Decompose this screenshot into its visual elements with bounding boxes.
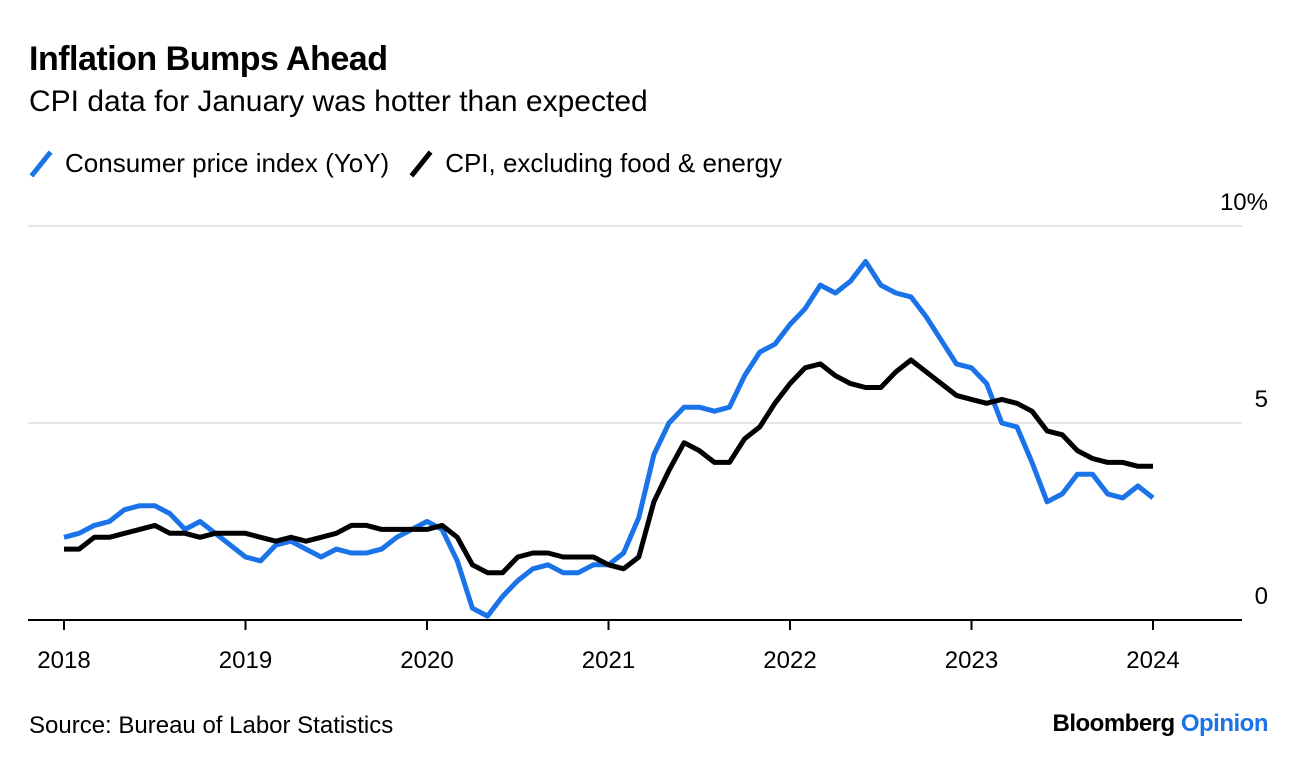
brand-logo: Bloomberg Opinion <box>1053 710 1269 738</box>
legend-label-cpi: Consumer price index (YoY) <box>65 148 390 178</box>
x-tick-label-2024: 2024 <box>1126 647 1179 674</box>
x-tick-label-2021: 2021 <box>582 647 635 674</box>
legend-item-core-cpi: CPI, excluding food & energy <box>409 148 782 179</box>
x-tick-label-2022: 2022 <box>763 647 816 674</box>
brand-sub: Opinion <box>1180 710 1269 737</box>
source-note: Source: Bureau of Labor Statistics <box>29 712 394 739</box>
series-line-core-cpi <box>64 357 1153 576</box>
x-tick-label-2020: 2020 <box>400 647 453 674</box>
legend-swatch-core-cpi-icon <box>409 149 433 178</box>
legend-swatch-cpi-icon <box>29 149 53 178</box>
y-tick-label-0: 0 <box>1255 583 1268 610</box>
y-tick-label-5: 5 <box>1255 386 1268 413</box>
chart-title: Inflation Bumps Ahead <box>29 40 388 78</box>
x-tick-label-2019: 2019 <box>219 647 272 674</box>
x-tick-label-2023: 2023 <box>945 647 998 674</box>
legend-item-cpi: Consumer price index (YoY) <box>29 148 389 179</box>
y-tick-label-10: 10% <box>1220 189 1268 216</box>
legend-label-core-cpi: CPI, excluding food & energy <box>445 148 782 178</box>
legend: Consumer price index (YoY) CPI, excludin… <box>29 148 802 179</box>
x-tick-label-2018: 2018 <box>37 647 90 674</box>
chart-subtitle: CPI data for January was hotter than exp… <box>29 85 648 118</box>
brand-main: Bloomberg <box>1052 710 1176 737</box>
